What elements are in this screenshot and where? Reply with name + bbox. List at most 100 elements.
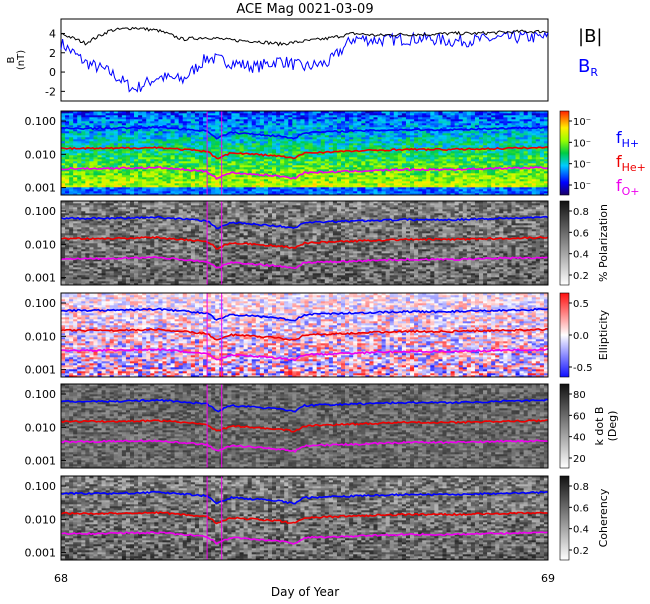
spectrogram-cell bbox=[369, 189, 373, 191]
spectrogram-cell bbox=[171, 181, 175, 183]
spectrogram-cell bbox=[402, 145, 406, 147]
spectrogram-cell bbox=[154, 173, 158, 175]
spectrogram-cell bbox=[69, 153, 73, 155]
spectrogram-cell bbox=[93, 115, 97, 117]
spectrogram-cell bbox=[357, 123, 361, 125]
spectrogram-cell bbox=[150, 161, 154, 163]
spectrogram-cell bbox=[321, 179, 325, 181]
spectrogram-cell bbox=[81, 121, 85, 123]
spectrogram-cell bbox=[305, 167, 309, 169]
spectrogram-cell bbox=[138, 151, 142, 153]
spectrogram-cell bbox=[475, 163, 479, 165]
spectrogram-cell bbox=[361, 123, 365, 125]
spectrogram-cell bbox=[280, 113, 284, 115]
spectrogram-cell bbox=[276, 141, 280, 143]
spectrogram-cell bbox=[89, 175, 93, 177]
spectrogram-cell bbox=[394, 157, 398, 159]
spectrogram-cell bbox=[288, 131, 292, 133]
spectrogram-cell bbox=[110, 137, 114, 139]
spectrogram-cell bbox=[353, 173, 357, 175]
spectrogram-cell bbox=[215, 113, 219, 115]
spectrogram-cell bbox=[292, 151, 296, 153]
spectrogram-cell bbox=[378, 147, 382, 149]
spectrogram-cell bbox=[373, 137, 377, 139]
spectrogram-cell bbox=[288, 139, 292, 141]
spectrogram-cell bbox=[329, 187, 333, 189]
spectrogram-cell bbox=[390, 139, 394, 141]
spectrogram-cell bbox=[329, 117, 333, 119]
spectrogram-cell bbox=[65, 185, 69, 187]
spectrogram-cell bbox=[479, 177, 483, 179]
spectrogram-cell bbox=[300, 185, 304, 187]
spectrogram-cell bbox=[93, 123, 97, 125]
spectrogram-cell bbox=[333, 181, 337, 183]
spectrogram-cell bbox=[300, 163, 304, 165]
spectrogram-cell bbox=[260, 183, 264, 185]
spectrogram-cell bbox=[162, 169, 166, 171]
spectrogram-cell bbox=[114, 179, 118, 181]
spectrogram-cell bbox=[65, 171, 69, 173]
spectrogram-cell bbox=[511, 189, 515, 191]
spectrogram-cell bbox=[325, 163, 329, 165]
spectrogram-cell bbox=[154, 117, 158, 119]
spectrogram-cell bbox=[106, 145, 110, 147]
spectrogram-cell bbox=[252, 137, 256, 139]
spectrogram-cell bbox=[438, 143, 442, 145]
spectrogram-cell bbox=[430, 145, 434, 147]
spectrogram-cell bbox=[264, 139, 268, 141]
spectrogram-cell bbox=[414, 185, 418, 187]
spectrogram-cell bbox=[142, 161, 146, 163]
spectrogram-cell bbox=[442, 163, 446, 165]
spectrogram-cell bbox=[223, 183, 227, 185]
spectrogram-cell bbox=[142, 181, 146, 183]
spectrogram-cell bbox=[438, 145, 442, 147]
spectrogram-cell bbox=[175, 155, 179, 157]
spectrogram-cell bbox=[491, 135, 495, 137]
spectrogram-cell bbox=[264, 165, 268, 167]
spectrogram-cell bbox=[398, 123, 402, 125]
spectrogram-cell bbox=[317, 115, 321, 117]
spectrogram-cell bbox=[171, 161, 175, 163]
spectrogram-cell bbox=[463, 117, 467, 119]
spectrogram-cell bbox=[102, 161, 106, 163]
spectrogram-cell bbox=[93, 161, 97, 163]
spectrogram-cell bbox=[483, 179, 487, 181]
spectrogram-cell bbox=[195, 167, 199, 169]
spectrogram-cell bbox=[406, 155, 410, 157]
spectrogram-cell bbox=[499, 187, 503, 189]
spectrogram-cell bbox=[183, 133, 187, 135]
spectrogram-cell bbox=[150, 121, 154, 123]
spectrogram-cell bbox=[162, 153, 166, 155]
spectrogram-cell bbox=[418, 139, 422, 141]
spectrogram-cell bbox=[268, 141, 272, 143]
spectrogram-cell bbox=[402, 143, 406, 145]
spectrogram-cell bbox=[313, 191, 317, 193]
spectrogram-cell bbox=[386, 119, 390, 121]
spectrogram-cell bbox=[369, 191, 373, 193]
spectrogram-cell bbox=[357, 113, 361, 115]
spectrogram-cell bbox=[467, 185, 471, 187]
spectrogram-cell bbox=[386, 163, 390, 165]
spectrogram-cell bbox=[507, 135, 511, 137]
spectrogram-cell bbox=[345, 163, 349, 165]
spectrogram-cell bbox=[118, 149, 122, 151]
spectrogram-cell bbox=[187, 177, 191, 179]
spectrogram-cell bbox=[430, 165, 434, 167]
spectrogram-cell bbox=[171, 145, 175, 147]
spectrogram-cell bbox=[240, 145, 244, 147]
spectrogram-cell bbox=[276, 191, 280, 193]
spectrogram-cell bbox=[65, 117, 69, 119]
spectrogram-cell bbox=[134, 131, 138, 133]
spectrogram-cell bbox=[337, 167, 341, 169]
spectrogram-cell bbox=[175, 151, 179, 153]
spectrogram-cell bbox=[231, 121, 235, 123]
spectrogram-cell bbox=[199, 181, 203, 183]
spectrogram-cell bbox=[134, 145, 138, 147]
spectrogram-cell bbox=[122, 159, 126, 161]
spectrogram-cell bbox=[211, 145, 215, 147]
spectrogram-cell bbox=[410, 161, 414, 163]
spectrogram-cell bbox=[244, 179, 248, 181]
spectrogram-cell bbox=[434, 125, 438, 127]
spectrogram-cell bbox=[426, 187, 430, 189]
spectrogram-cell bbox=[479, 115, 483, 117]
